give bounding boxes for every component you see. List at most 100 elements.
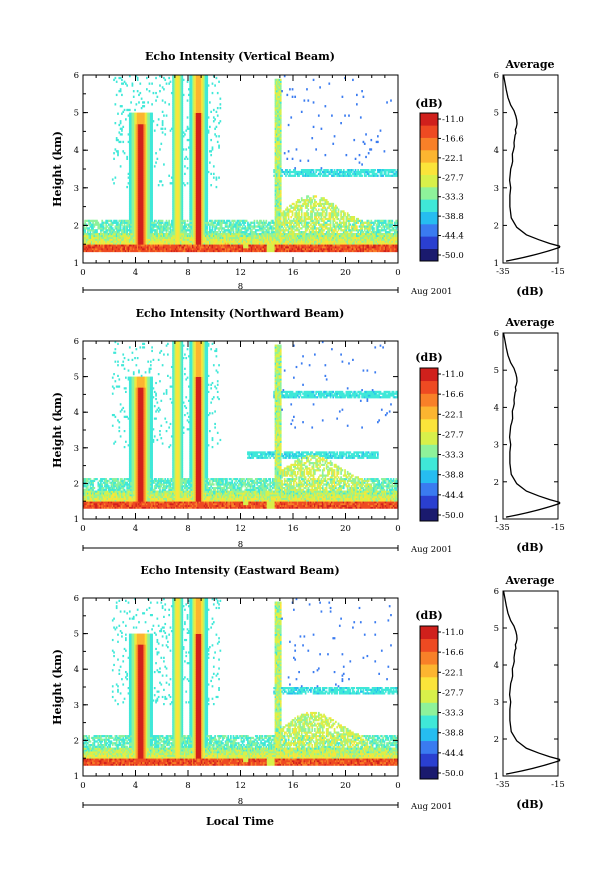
echo-cell <box>206 199 209 202</box>
echo-cell <box>214 133 216 136</box>
echo-cell <box>207 170 210 174</box>
echo-cell <box>122 246 125 249</box>
echo-cell <box>185 229 188 232</box>
echo-cell <box>93 249 96 253</box>
echo-cell <box>180 90 182 93</box>
echo-cell <box>193 184 195 187</box>
echo-cell <box>149 129 152 132</box>
echo-cell <box>198 200 201 204</box>
echo-cell <box>170 238 173 241</box>
echo-cell <box>170 176 173 179</box>
echo-cell <box>180 167 182 170</box>
echo-cell <box>143 148 146 151</box>
echo-cell <box>118 249 121 253</box>
echo-cell <box>135 176 138 179</box>
echo-cell <box>188 225 190 228</box>
echo-cell <box>94 246 97 249</box>
echo-cell <box>176 108 178 112</box>
echo-cell <box>180 103 182 106</box>
echo-cell <box>92 247 94 251</box>
echo-cell <box>130 247 132 251</box>
echo-cell <box>244 247 247 251</box>
echo-cell <box>146 148 148 151</box>
echo-cell <box>127 133 130 136</box>
echo-cell <box>193 95 195 98</box>
echo-cell <box>195 99 198 102</box>
echo-cell <box>191 84 194 87</box>
echo-cell <box>123 244 126 247</box>
echo-cell <box>94 223 97 226</box>
echo-cell <box>212 246 215 249</box>
echo-cell <box>181 191 184 194</box>
echo-cell <box>172 142 174 145</box>
echo-cell <box>92 232 94 236</box>
echo-cell <box>201 187 203 191</box>
echo-cell <box>191 86 194 89</box>
echo-cell <box>249 223 252 226</box>
echo-cell <box>151 212 153 215</box>
echo-cell <box>194 93 197 97</box>
echo-cell <box>155 231 157 234</box>
echo-cell <box>101 234 104 238</box>
echo-cell <box>130 234 132 238</box>
echo-cell <box>198 187 201 191</box>
echo-cell <box>126 236 129 239</box>
echo-cell <box>190 206 193 209</box>
echo-cell <box>216 244 219 247</box>
echo-cell <box>134 155 136 159</box>
echo-cell <box>106 232 109 236</box>
echo-cell <box>132 129 135 132</box>
echo-cell <box>168 221 171 224</box>
echo-cell <box>176 197 178 200</box>
echo-cell <box>236 219 239 223</box>
echo-cell <box>206 223 209 226</box>
echo-cell <box>168 76 171 80</box>
echo-cell <box>248 232 251 236</box>
echo-cell <box>173 236 176 239</box>
echo-cell <box>176 202 178 206</box>
echo-cell <box>206 108 209 112</box>
echo-cell <box>207 238 210 241</box>
echo-cell <box>148 161 151 164</box>
echo-cell <box>109 246 111 249</box>
echo-cell <box>197 110 199 113</box>
echo-cell <box>249 246 252 249</box>
echo-cell <box>139 193 142 196</box>
echo-cell <box>167 249 169 253</box>
echo-cell <box>176 214 178 217</box>
echo-cell <box>172 112 174 115</box>
echo-cell <box>135 122 138 125</box>
echo-cell <box>134 242 136 245</box>
echo-cell <box>143 142 146 145</box>
echo-cell <box>101 247 104 251</box>
echo-cell <box>177 101 180 104</box>
echo-cell <box>223 232 226 236</box>
echo-cell <box>135 174 138 177</box>
echo-cell <box>230 247 232 251</box>
echo-cell <box>146 88 148 91</box>
echo-cell <box>134 172 136 176</box>
echo-cell <box>207 231 210 234</box>
echo-cell <box>131 242 134 245</box>
echo-cell <box>119 223 122 226</box>
echo-cell <box>194 123 197 127</box>
echo-cell <box>144 217 147 221</box>
echo-cell <box>110 238 113 241</box>
echo-cell <box>197 234 199 238</box>
echo-cell <box>113 232 115 236</box>
echo-cell <box>115 234 118 238</box>
echo-cell <box>193 202 195 206</box>
echo-cell <box>176 176 178 179</box>
echo-cell <box>93 234 96 238</box>
echo-cell <box>199 157 202 160</box>
echo-cell <box>143 204 146 207</box>
echo-cell <box>170 247 173 251</box>
echo-cell <box>180 76 182 80</box>
echo-cell <box>199 227 202 230</box>
echo-cell <box>205 146 207 149</box>
echo-cell <box>177 106 180 110</box>
echo-cell <box>191 212 194 215</box>
echo-cell <box>147 165 150 168</box>
echo-cell <box>197 133 199 136</box>
echo-cell <box>136 204 139 207</box>
